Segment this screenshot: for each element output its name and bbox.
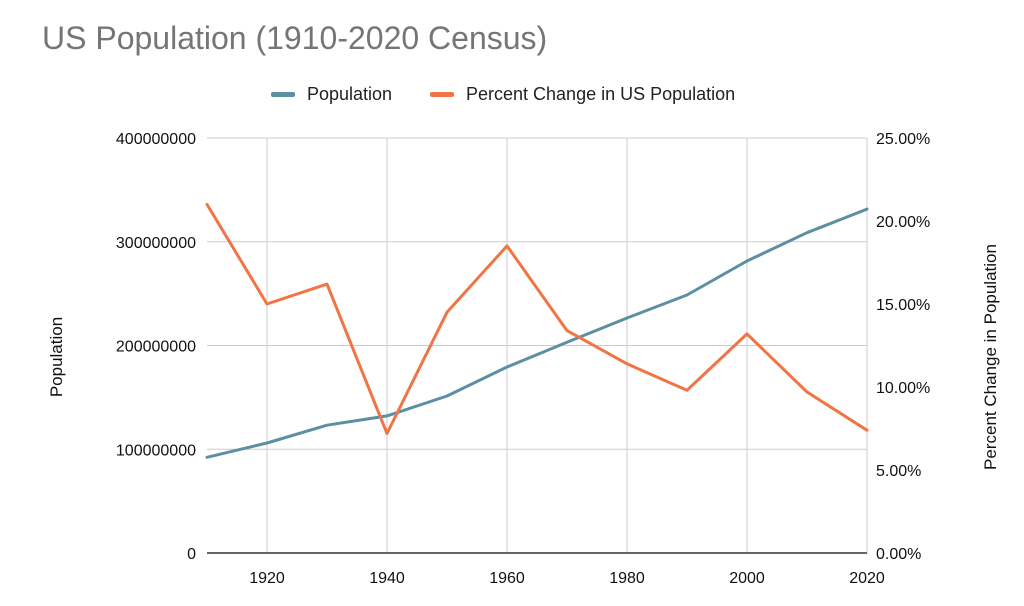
chart-title: US Population (1910-2020 Census) [42, 20, 548, 56]
y-tick-label: 300000000 [116, 235, 196, 252]
y2-tick-label: 25.00% [876, 131, 930, 148]
y2-tick-label: 20.00% [876, 214, 930, 231]
y2-tick-label: 10.00% [876, 380, 930, 397]
x-tick-label: 1980 [609, 570, 645, 587]
legend-item-population: Population [271, 82, 392, 106]
x-tick-label: 2020 [849, 570, 885, 587]
x-tick-label: 1920 [249, 570, 285, 587]
y-tick-label: 100000000 [116, 442, 196, 459]
legend-label-percent-change: Percent Change in US Population [466, 83, 736, 104]
x-tick-label: 1960 [489, 570, 525, 587]
y-tick-label: 200000000 [116, 339, 196, 356]
y-axis-title: Population [47, 317, 66, 397]
legend-item-percent-change: Percent Change in US Population [430, 82, 735, 106]
series-line-population [205, 207, 869, 459]
y2-tick-label: 15.00% [876, 297, 930, 314]
y-tick-label: 0 [187, 546, 196, 563]
x-tick-label: 2000 [729, 570, 765, 587]
legend-swatch-percent-change [430, 91, 454, 97]
legend-label-population: Population [307, 83, 393, 104]
series-line-percent-change [205, 202, 869, 435]
x-tick-label: 1940 [369, 570, 405, 587]
legend: Population Percent Change in US Populati… [0, 82, 1024, 106]
y2-tick-label: 5.00% [876, 463, 921, 480]
grid-lines [207, 137, 868, 553]
y2-axis-title: Percent Change in Population [981, 244, 1000, 470]
y-tick-label: 400000000 [116, 131, 196, 148]
tick-labels: 0 100000000 200000000 300000000 400000000 0.0… [47, 131, 1000, 587]
legend-swatch-population [271, 91, 295, 97]
series-lines [205, 202, 869, 459]
y2-tick-label: 0.00% [876, 546, 921, 563]
